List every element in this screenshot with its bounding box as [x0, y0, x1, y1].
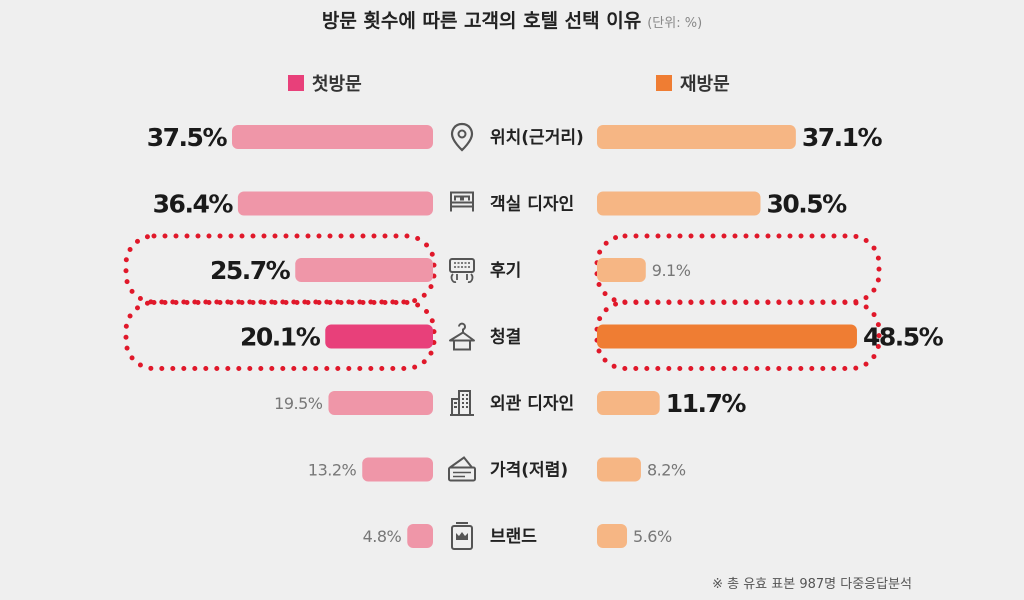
bar-revisit: [597, 524, 628, 548]
highlight-frame-right: [594, 300, 882, 371]
bar-first-visit: [295, 258, 433, 282]
legend-revisit-label: 재방문: [680, 74, 730, 95]
category-label: 가격(저렴): [490, 460, 568, 481]
chart-title-text: 방문 횟수에 따른 고객의 호텔 선택 이유: [321, 10, 642, 32]
keyboard-review-icon: [449, 258, 475, 283]
category-label: 객실 디자인: [490, 195, 574, 215]
highlight-frame-right: [594, 233, 882, 305]
brand-badge-icon: [451, 522, 473, 550]
highlight-frame: [123, 300, 882, 371]
wallet-lines: [453, 471, 471, 478]
hanger-icon: [449, 322, 475, 351]
highlight-frame: [123, 233, 882, 305]
value-label-revisit: 48.5%: [863, 323, 944, 352]
category-label: 외관 디자인: [490, 394, 574, 414]
chart-title: 방문 횟수에 따른 고객의 호텔 선택 이유 (단위: %): [0, 6, 1024, 33]
bar-first-visit: [328, 391, 433, 415]
keyboard-keys: [454, 262, 470, 268]
bar-first-visit: [237, 191, 433, 216]
value-label-first-visit: 4.8%: [363, 527, 402, 546]
value-label-revisit: 11.7%: [666, 389, 747, 418]
bed-shape: [450, 191, 474, 212]
highlight-frame-left: [123, 300, 437, 371]
hanger-cloth: [453, 339, 471, 351]
footnote: ※ 총 유효 표본 987명 다중응답분석: [712, 577, 912, 592]
highlight-frame-left: [123, 233, 437, 305]
value-label-first-visit: 37.5%: [147, 123, 228, 152]
value-label-first-visit: 20.1%: [240, 323, 321, 352]
category-label: 청결: [490, 327, 521, 348]
wallet-flap: [449, 456, 473, 469]
legend-first-visit-label: 첫방문: [312, 74, 362, 95]
bar-first-visit: [232, 125, 433, 149]
value-label-first-visit: 19.5%: [274, 394, 323, 413]
bar-revisit: [597, 457, 641, 482]
legend-revisit: 재방문: [656, 70, 730, 96]
value-label-revisit: 8.2%: [647, 461, 686, 480]
value-label-revisit: 9.1%: [652, 261, 691, 280]
bar-first-visit: [325, 324, 433, 349]
building-windows: [454, 394, 468, 408]
category-label: 위치(근거리): [490, 128, 584, 148]
legend-first-visit: 첫방문: [288, 70, 362, 96]
bar-first-visit: [362, 457, 433, 482]
location-pin-icon: [450, 122, 474, 152]
wallet-body: [448, 466, 476, 482]
value-label-first-visit: 36.4%: [153, 190, 234, 219]
bar-revisit: [597, 324, 857, 349]
value-label-first-visit: 13.2%: [308, 461, 357, 480]
category-label: 브랜드: [490, 527, 537, 547]
value-label-revisit: 5.6%: [633, 527, 672, 546]
wallet-icon: [448, 456, 476, 482]
bar-revisit: [597, 191, 761, 216]
typing-hands: [450, 273, 474, 283]
badge-frame: [451, 525, 473, 550]
legend-first-visit-swatch: [288, 75, 304, 91]
bed-icon: [450, 191, 474, 212]
bar-revisit: [597, 125, 796, 149]
building-icon: [450, 390, 474, 416]
legend-revisit-swatch: [656, 75, 672, 91]
unit-label: (단위: %): [647, 16, 703, 31]
value-label-revisit: 30.5%: [766, 190, 847, 219]
bar-first-visit: [407, 524, 433, 548]
hanger-hook: [449, 322, 475, 342]
bar-revisit: [597, 391, 660, 415]
bar-revisit: [597, 258, 646, 282]
building-outline: [450, 390, 474, 416]
pin-outline: [450, 122, 474, 152]
value-label-revisit: 37.1%: [802, 123, 883, 152]
pin-dot: [457, 129, 467, 139]
keyboard-body: [449, 258, 475, 273]
value-label-first-visit: 25.7%: [210, 256, 291, 285]
badge-crown: [456, 532, 468, 540]
category-label: 후기: [490, 260, 521, 281]
